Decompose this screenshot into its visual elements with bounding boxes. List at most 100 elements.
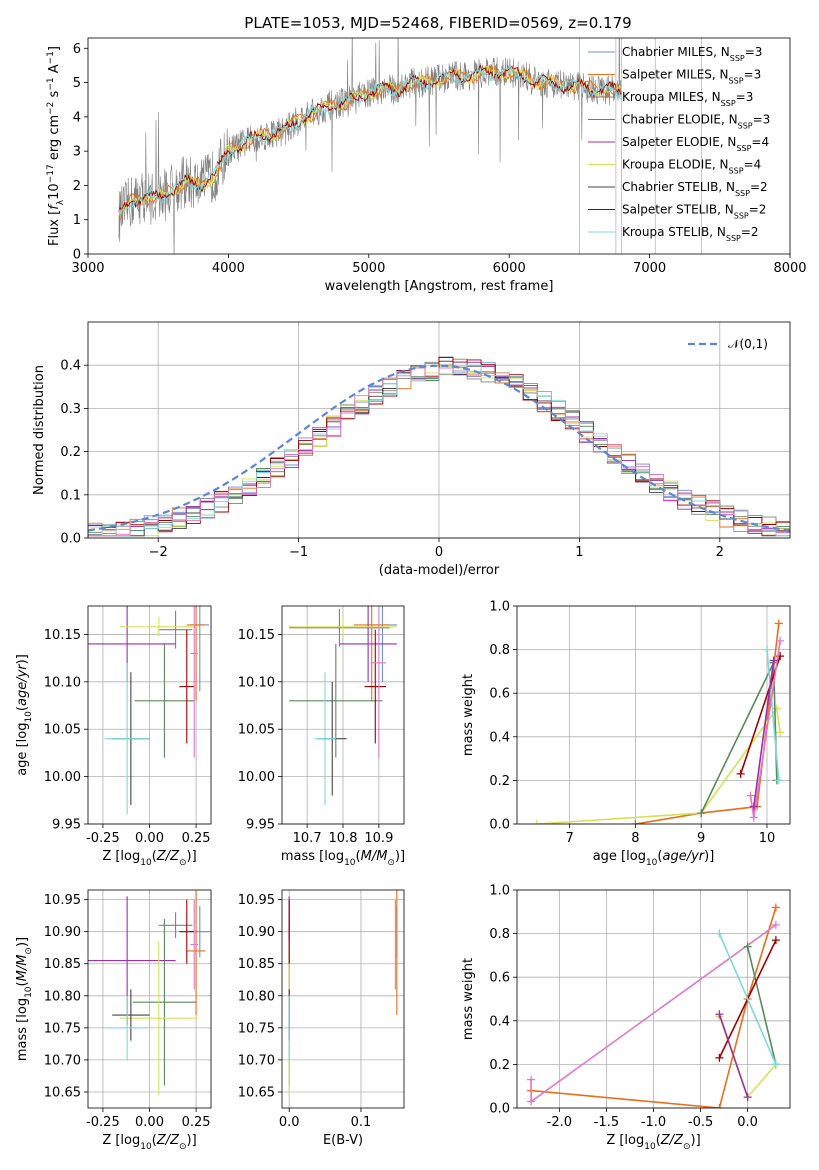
legend: 𝒩(0,1) — [688, 337, 768, 351]
x-tick-label: 0.00 — [135, 831, 164, 846]
x-tick-label: 9 — [697, 831, 705, 846]
x-tick-label: -1.0 — [641, 1115, 666, 1130]
label-part: age [log — [15, 723, 30, 776]
legend-tail: =2 — [741, 225, 759, 239]
label-part: Z/Z — [660, 1133, 684, 1148]
y-tick-label: 0.4 — [489, 730, 510, 745]
label-part: ( — [356, 849, 361, 864]
x-tick-label: 7 — [565, 831, 573, 846]
label-part: 10 — [646, 858, 658, 868]
label-part: 10 — [344, 858, 356, 868]
label-part: age [log — [593, 849, 646, 864]
x-axis-label: Z [log10(Z/Z⊙)] — [102, 849, 196, 868]
age_vs_mass-frame — [281, 605, 405, 825]
histogram-step — [88, 367, 790, 537]
observed-spectrum — [118, 38, 622, 254]
legend-label: Chabrier MILES, NSSP=3 — [622, 45, 762, 63]
label-part: −1 — [46, 77, 56, 90]
label-part: Flux [ — [47, 210, 62, 246]
label-part: A — [47, 64, 62, 77]
label-part: mass weight — [461, 958, 476, 1040]
legend-sub: SSP — [735, 189, 750, 198]
legend: Chabrier MILES, NSSP=3 Salpeter MILES, N S… — [588, 45, 770, 243]
label-part: M/M — [15, 955, 30, 982]
legend-text: Kroupa ELODIE, N — [622, 158, 729, 172]
x-tick-label: 0.1 — [351, 1115, 372, 1130]
label-part: ] — [47, 46, 62, 51]
y-tick-label: 0.4 — [489, 1014, 510, 1029]
weight-marker — [527, 1097, 536, 1106]
label-part: Normed distribution — [32, 365, 47, 495]
x-tick-label: 0.25 — [182, 831, 211, 846]
age_vs_mass-points — [289, 606, 397, 806]
y-tick-label: 0.3 — [60, 402, 81, 417]
y-tick-label: 1.0 — [489, 600, 510, 615]
x-tick-label: 10.9 — [364, 831, 393, 846]
y-tick-label: 9.95 — [52, 818, 81, 833]
label-part: )] — [704, 849, 714, 864]
label-part: M/M — [361, 849, 388, 864]
legend-text: Salpeter STELIB, N — [622, 203, 734, 217]
legend-text: Chabrier STELIB, N — [622, 180, 735, 194]
x-tick-label: −1 — [289, 545, 308, 560]
x-tick-label: 7000 — [633, 261, 666, 276]
label-part: ⊙ — [387, 858, 395, 868]
weight-marker — [776, 636, 785, 645]
weight-line — [718, 933, 777, 1065]
histogram-step — [88, 364, 790, 537]
model-spectrum — [118, 64, 622, 212]
label-part: 10 — [140, 1142, 152, 1152]
label-part: )] — [395, 849, 405, 864]
spectrum-lines — [118, 38, 702, 254]
y-tick-label: 0.8 — [489, 927, 510, 942]
y-axis-label: age [log10(age/yr)] — [15, 654, 34, 776]
x-tick-label: -0.25 — [86, 1115, 120, 1130]
age_vs_Z-points — [88, 606, 210, 815]
x-tick-label: 1 — [575, 545, 583, 560]
weight-marker — [769, 656, 778, 665]
weight_vs_Z-lines — [527, 903, 780, 1108]
weight-marker — [746, 791, 755, 800]
legend-sub: SSP — [738, 121, 753, 130]
legend-text: Salpeter ELODIE, N — [622, 135, 736, 149]
y-tick-label: 10.05 — [44, 723, 81, 738]
y-axis-label: mass weight — [461, 674, 476, 756]
weight-marker — [532, 820, 541, 824]
y-tick-label: 10.90 — [238, 925, 275, 940]
weight-marker — [771, 903, 780, 912]
weight-marker — [715, 1104, 724, 1108]
weight-marker — [715, 1010, 724, 1019]
mass_vs_Z-axes: -0.25 0.00 0.25 10.65 10.70 10.75 10.80 10.85 10… — [44, 890, 211, 1130]
y-tick-label: 10.65 — [44, 1085, 81, 1100]
label-part: 10 — [47, 183, 62, 200]
legend-tail: =2 — [750, 180, 768, 194]
label-part: 10 — [140, 858, 152, 868]
label-part: E(B-V) — [323, 1133, 363, 1148]
model-spectrum — [118, 65, 622, 215]
legend-label: Kroupa MILES, NSSP=3 — [622, 90, 753, 108]
y-tick-label: 10.85 — [44, 957, 81, 972]
legend-tail: =4 — [744, 158, 762, 172]
legend-label: Kroupa STELIB, NSSP=2 — [622, 225, 759, 243]
x-tick-label: -0.25 — [86, 831, 120, 846]
mass_vs_ebv-axes: 0.0 0.1 10.65 10.70 10.75 10.80 10.85 10.90 10.9… — [238, 890, 404, 1130]
x-tick-label: 10 — [759, 831, 776, 846]
legend-sub: SSP — [734, 211, 749, 220]
label-part: ⊙ — [179, 1142, 187, 1152]
label-part: 10 — [24, 711, 34, 723]
x-axis-label: E(B-V) — [323, 1133, 363, 1148]
label-part: f — [47, 203, 62, 210]
label-part: erg cm — [47, 115, 62, 164]
label-part: Z [log — [606, 1133, 644, 1148]
y-tick-label: 10.90 — [44, 925, 81, 940]
legend-tail: =3 — [745, 45, 763, 59]
legend-text: Salpeter MILES, N — [622, 68, 729, 82]
y-tick-label: 0 — [73, 248, 81, 263]
label-part: (data-model)/error — [379, 563, 500, 578]
x-tick-label: 10.7 — [293, 831, 322, 846]
label-part: )] — [15, 937, 30, 947]
y-tick-label: 0.2 — [489, 774, 510, 789]
figure-title: PLATE=1053, MJD=52468, FIBERID=0569, z=0… — [244, 14, 631, 32]
y-tick-label: 10.80 — [44, 989, 81, 1004]
